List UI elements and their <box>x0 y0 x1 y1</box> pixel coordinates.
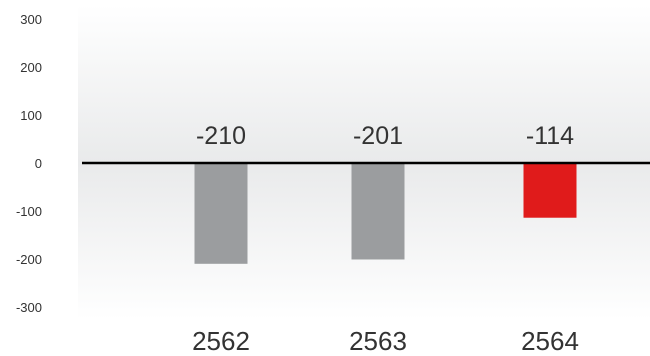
bars-group <box>194 163 577 264</box>
y-tick-label: 100 <box>20 108 42 123</box>
y-tick-label: -300 <box>16 300 42 315</box>
y-tick-label: 0 <box>35 156 42 171</box>
data-label: -201 <box>353 122 403 150</box>
y-tick-label: 300 <box>20 12 42 27</box>
x-tick-label: 2563 <box>349 326 407 356</box>
y-axis-tick-labels: 300 200 100 0 -100 -200 -300 <box>16 12 42 315</box>
x-tick-label: 2564 <box>521 326 579 356</box>
bar-2562 <box>194 163 248 264</box>
y-tick-label: -200 <box>16 252 42 267</box>
bar-2564 <box>523 163 577 218</box>
data-label: -114 <box>526 122 574 150</box>
data-labels: -210 -201 -114 <box>196 122 574 150</box>
x-axis-tick-labels: 2562 2563 2564 <box>192 326 579 356</box>
bar-2563 <box>351 163 405 260</box>
x-tick-label: 2562 <box>192 326 250 356</box>
y-tick-label: -100 <box>16 204 42 219</box>
data-label: -210 <box>196 122 246 150</box>
y-tick-label: 200 <box>20 60 42 75</box>
